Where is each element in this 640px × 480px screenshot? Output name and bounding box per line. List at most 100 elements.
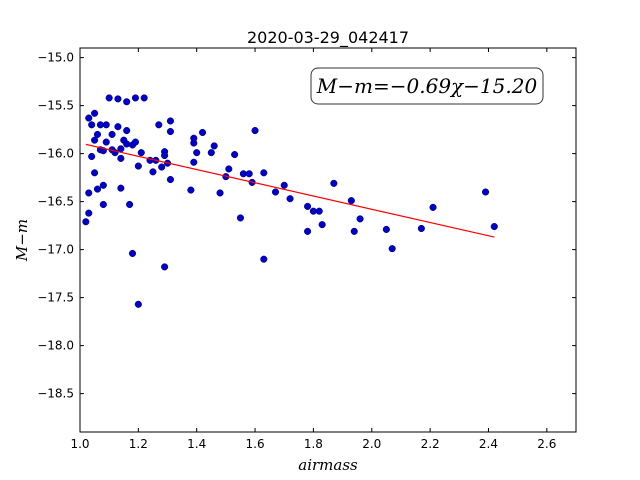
- data-point: [85, 114, 93, 122]
- data-point: [225, 165, 233, 173]
- data-point: [134, 162, 142, 170]
- plot-frame: [79, 47, 577, 433]
- data-point: [114, 123, 122, 131]
- data-point: [99, 181, 107, 189]
- data-point: [131, 94, 139, 102]
- x-tick-label: 2.6: [537, 437, 556, 451]
- data-point: [91, 136, 99, 144]
- data-point: [280, 181, 288, 189]
- y-tick-label: −17.5: [37, 291, 74, 305]
- x-tick-label: 1.4: [187, 437, 206, 451]
- equation-box: [310, 67, 544, 105]
- data-point: [429, 203, 437, 211]
- data-point: [91, 169, 99, 177]
- data-point: [318, 221, 326, 229]
- data-point: [356, 215, 364, 223]
- x-axis-label: airmass: [298, 456, 358, 474]
- x-tick-label: 1.6: [246, 437, 265, 451]
- data-point: [123, 127, 131, 135]
- data-point: [123, 98, 131, 106]
- data-point: [108, 130, 116, 138]
- data-point: [251, 127, 259, 135]
- axis-ticks: 1.0 1.2 1.4 1.6 1.8 2.0 2.2 2.4 2.6 −15.0 −15.5 −16…: [37, 48, 576, 451]
- data-point: [149, 168, 157, 176]
- y-tick-label: −16.0: [37, 147, 74, 161]
- data-point: [207, 149, 215, 157]
- data-point: [117, 184, 125, 192]
- data-point: [93, 185, 102, 193]
- data-point: [490, 223, 498, 231]
- data-point: [137, 149, 145, 157]
- data-point: [99, 200, 107, 209]
- data-point: [271, 188, 280, 196]
- data-point: [286, 195, 294, 203]
- x-tick-label: 2.2: [421, 437, 440, 451]
- fit-equation: M−m=−0.69χ−15.20: [316, 74, 538, 98]
- data-point: [134, 300, 142, 308]
- data-point: [155, 121, 163, 129]
- data-point: [88, 121, 96, 129]
- data-point: [85, 209, 93, 217]
- data-point: [166, 117, 174, 125]
- data-point: [482, 188, 490, 196]
- data-point: [123, 140, 131, 148]
- data-point: [102, 121, 110, 129]
- data-point: [304, 202, 312, 210]
- data-point: [350, 227, 358, 235]
- y-tick-label: −16.5: [37, 195, 74, 209]
- data-point: [417, 224, 425, 233]
- data-point: [187, 186, 195, 194]
- data-point: [388, 245, 396, 253]
- data-point: [166, 175, 174, 184]
- data-point: [190, 158, 198, 166]
- data-point: [330, 179, 338, 187]
- data-point: [193, 149, 201, 157]
- data-point: [85, 189, 93, 197]
- x-tick-label: 1.0: [70, 437, 89, 451]
- data-point: [231, 151, 239, 159]
- chart-title: 2020-03-29_042417: [247, 28, 409, 48]
- y-tick-label: −17.0: [37, 243, 74, 257]
- data-point: [260, 255, 268, 263]
- x-tick-label: 2.0: [362, 437, 381, 451]
- data-point: [236, 214, 245, 222]
- data-point: [117, 154, 125, 162]
- data-points: [82, 94, 498, 308]
- data-point: [93, 130, 102, 138]
- x-tick-label: 2.4: [479, 437, 498, 451]
- data-point: [216, 189, 224, 197]
- data-point: [82, 218, 90, 226]
- fit-line: [85, 143, 495, 238]
- data-point: [102, 138, 110, 146]
- data-point: [114, 95, 122, 103]
- data-point: [131, 138, 139, 146]
- data-point: [105, 94, 113, 102]
- y-tick-label: −15.5: [37, 99, 74, 113]
- data-point: [88, 152, 96, 161]
- data-point: [245, 170, 253, 178]
- data-point: [210, 142, 218, 150]
- data-point: [128, 249, 137, 257]
- y-tick-label: −15.0: [37, 51, 74, 65]
- data-point: [117, 145, 125, 153]
- data-point: [126, 200, 134, 209]
- data-point: [382, 225, 390, 233]
- data-point: [198, 128, 207, 137]
- x-tick-label: 1.8: [304, 437, 323, 451]
- y-tick-label: −18.5: [37, 387, 74, 401]
- y-tick-label: −18.0: [37, 339, 74, 353]
- data-point: [260, 169, 268, 177]
- data-point: [304, 227, 312, 235]
- data-point: [166, 127, 174, 136]
- data-point: [140, 94, 148, 102]
- y-axis-label: M−m: [13, 219, 31, 262]
- data-point: [158, 163, 166, 171]
- x-tick-label: 1.2: [129, 437, 148, 451]
- data-point: [347, 197, 355, 205]
- data-point: [190, 134, 198, 142]
- data-point: [91, 109, 99, 117]
- data-point: [315, 207, 323, 215]
- data-point: [161, 263, 169, 271]
- data-point: [161, 151, 169, 160]
